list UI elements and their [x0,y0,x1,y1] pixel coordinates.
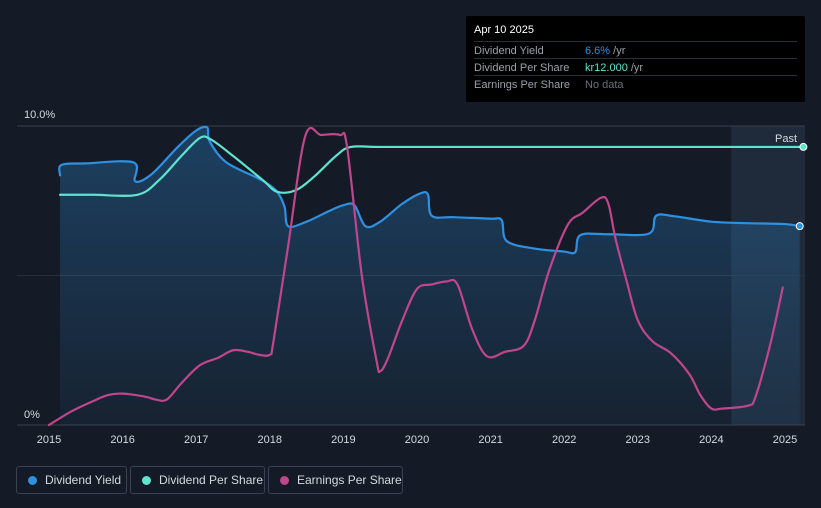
x-tick-label: 2017 [184,434,208,446]
legend-dot-icon [280,475,289,485]
tooltip-value: No data [585,79,624,91]
legend-item-earnings-per-share[interactable]: Earnings Per Share [268,466,403,494]
tooltip-label: Dividend Per Share [474,62,570,74]
x-tick-label: 2025 [773,434,797,446]
tooltip-label: Dividend Yield [474,45,544,57]
x-tick-label: 2020 [405,434,429,446]
dividend-per-share-line [58,135,805,197]
legend-item-dividend-per-share[interactable]: Dividend Per Share [130,466,265,494]
earnings-per-share-line [47,126,784,427]
x-tick-label: 2022 [552,434,576,446]
x-tick-label: 2021 [478,434,502,446]
tooltip-value-unit: /yr [627,62,644,74]
legend-dot-icon [28,475,37,485]
dividend-yield-area [59,126,800,425]
x-tick-label: 2024 [699,434,723,446]
legend-label: Dividend Yield [45,473,122,487]
past-label: Past [775,133,797,145]
x-axis: 2015 2016 2017 2018 2019 2020 2021 2022 2023 2024… [37,434,797,446]
legend-item-dividend-yield[interactable]: Dividend Yield [16,466,127,494]
tooltip-row-dividend-per-share: Dividend Per Share kr12.000 /yr [474,58,797,76]
series-layer [47,125,808,427]
x-tick-label: 2015 [37,434,61,446]
tooltip-value-number: No data [585,79,624,91]
tooltip-value-unit: /yr [610,45,626,57]
x-tick-label: 2018 [258,434,282,446]
dividend-yield-line [58,125,801,255]
dividend-yield-end-marker [795,222,804,231]
legend-label: Earnings Per Share [297,473,402,487]
x-tick-label: 2019 [331,434,355,446]
y-tick-label-top: 10.0% [24,109,55,121]
tooltip-value: 6.6% /yr [585,45,625,57]
legend-label: Dividend Per Share [159,473,264,487]
x-tick-label: 2016 [110,434,134,446]
legend-dot-icon [142,475,151,485]
x-tick-label: 2023 [626,434,650,446]
tooltip-row-earnings-per-share: Earnings Per Share No data [474,75,797,93]
tooltip-value-number: kr12.000 [585,62,628,74]
tooltip-label: Earnings Per Share [474,79,570,91]
tooltip-value: kr12.000 /yr [585,62,643,74]
y-tick-label-bottom: 0% [24,409,40,421]
tooltip: Apr 10 2025 Dividend Yield 6.6% /yr Divi… [466,16,805,102]
dividend-per-share-end-marker [799,142,808,151]
tooltip-value-number: 6.6% [585,45,611,57]
tooltip-row-dividend-yield: Dividend Yield 6.6% /yr [474,41,797,59]
tooltip-date: Apr 10 2025 [474,24,534,36]
